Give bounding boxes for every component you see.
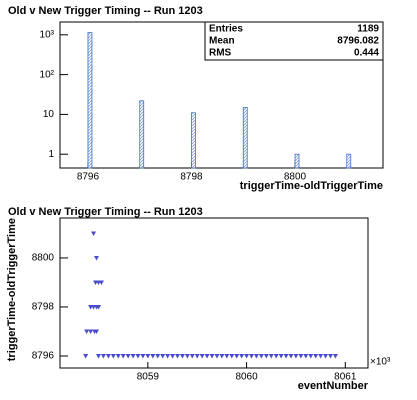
bar — [294, 153, 300, 169]
point — [293, 353, 299, 359]
point — [249, 353, 255, 359]
point — [135, 353, 141, 359]
point — [125, 353, 131, 359]
point — [327, 353, 333, 359]
x-tick-label: 8061 — [334, 372, 357, 383]
point — [258, 353, 264, 359]
point — [263, 353, 269, 359]
point — [174, 353, 180, 359]
stats-box — [204, 21, 384, 61]
y-tick-label: 1 — [48, 149, 54, 160]
point — [234, 353, 240, 359]
point — [96, 304, 101, 310]
point — [268, 353, 274, 359]
point — [199, 353, 205, 359]
bar — [139, 100, 145, 169]
point — [83, 353, 89, 359]
point — [214, 353, 220, 359]
point — [194, 353, 200, 359]
stats-value: 1189 — [357, 24, 379, 35]
y-tick-label: 10³ — [40, 29, 55, 40]
point — [120, 353, 126, 359]
point — [150, 353, 156, 359]
point — [318, 353, 324, 359]
point — [91, 231, 97, 236]
point — [288, 353, 294, 359]
bar — [87, 32, 93, 169]
point — [98, 280, 104, 285]
point — [184, 353, 190, 359]
point — [145, 353, 151, 359]
x-tick-label: 8800 — [284, 172, 307, 183]
y-tick-label: 10² — [40, 69, 55, 80]
point — [239, 353, 245, 359]
plot-frame — [59, 217, 369, 369]
stats-label: Entries — [209, 24, 243, 35]
point — [278, 353, 284, 359]
y-tick-label: 8798 — [32, 302, 55, 313]
point — [332, 353, 338, 359]
point — [244, 353, 250, 359]
point — [115, 353, 121, 359]
point — [170, 353, 176, 359]
chart-title: Old v New Trigger Timing -- Run 1203 — [8, 5, 203, 17]
stats-label: Mean — [209, 36, 235, 47]
point — [229, 353, 235, 359]
point — [160, 353, 166, 359]
point — [308, 353, 314, 359]
y-tick-label: 10 — [43, 109, 55, 120]
y-tick-label: 8796 — [32, 351, 55, 362]
point — [224, 353, 230, 359]
stats-value: 0.444 — [354, 48, 379, 59]
point — [105, 353, 111, 359]
point — [155, 353, 161, 359]
x-exponent-label: ×10³ — [370, 357, 391, 368]
point — [140, 353, 146, 359]
point — [204, 353, 210, 359]
point — [273, 353, 279, 359]
stats-value: 8796.082 — [337, 36, 379, 47]
x-tick-label: 8796 — [77, 172, 100, 183]
point — [84, 329, 90, 334]
point — [100, 353, 106, 359]
point — [189, 353, 195, 359]
point — [130, 353, 136, 359]
point — [96, 353, 101, 359]
point — [219, 353, 225, 359]
chart-title: Old v New Trigger Timing -- Run 1203 — [8, 206, 203, 218]
bar — [346, 153, 352, 169]
point — [323, 353, 329, 359]
point — [253, 353, 259, 359]
bar — [191, 112, 196, 169]
point — [303, 353, 309, 359]
x-axis-label: eventNumber — [298, 380, 369, 392]
point — [94, 255, 100, 261]
x-tick-label: 8059 — [137, 372, 160, 383]
bar — [242, 107, 248, 169]
point — [313, 353, 319, 359]
x-axis-label: triggerTime-oldTriggerTime — [240, 180, 383, 192]
stats-label: RMS — [209, 48, 232, 59]
x-tick-label: 8060 — [235, 372, 258, 383]
point — [179, 353, 185, 359]
point — [110, 353, 116, 359]
y-tick-label: 8800 — [32, 253, 55, 264]
point — [88, 329, 94, 334]
point — [165, 353, 171, 359]
point — [298, 353, 304, 359]
point — [209, 353, 215, 359]
y-axis-label: triggerTime-oldTriggerTime — [6, 218, 18, 361]
x-tick-label: 8798 — [180, 172, 203, 183]
point — [94, 329, 100, 334]
point — [283, 353, 289, 359]
